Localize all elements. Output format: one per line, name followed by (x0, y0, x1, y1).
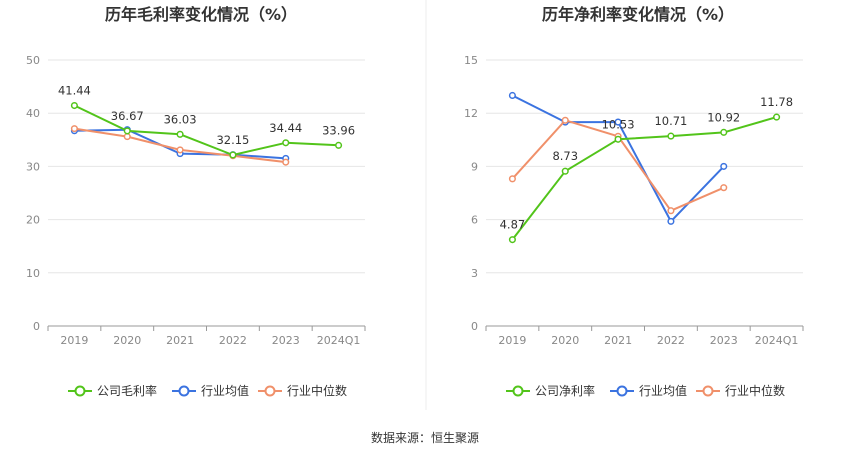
x-tick-label: 2019 (498, 334, 526, 347)
legend-label: 行业均值 (201, 383, 249, 398)
data-label: 10.71 (654, 114, 687, 128)
chart-title: 历年毛利率变化情况（%） (105, 5, 297, 24)
net-margin-chart: 历年净利率变化情况（%） 0 3 6 9 12 15 2019 2020 2021 2022 2023… (464, 5, 804, 398)
data-point (773, 113, 781, 121)
data-point (667, 207, 675, 215)
data-point (70, 125, 78, 133)
data-point (561, 167, 569, 175)
chart-title: 历年净利率变化情况（%） (542, 5, 734, 24)
legend-item[interactable]: 行业均值 (610, 383, 687, 398)
y-tick-label: 15 (464, 54, 478, 67)
data-label: 11.78 (760, 95, 793, 109)
y-tick-label: 12 (464, 107, 478, 120)
data-point (720, 162, 728, 170)
legend-marker-icon (616, 385, 628, 397)
data-point (176, 146, 184, 154)
gross-margin-chart: 历年毛利率变化情况（%） 0 10 20 30 40 50 2019 2020 2021 2022 2… (26, 5, 366, 398)
data-label: 8.73 (552, 149, 578, 163)
legend-item[interactable]: 行业中位数 (696, 383, 785, 398)
data-point (667, 217, 675, 225)
legend-label: 公司毛利率 (97, 383, 157, 398)
x-tick-label: 2022 (219, 334, 247, 347)
y-tick-label: 3 (471, 267, 478, 280)
y-tick-label: 6 (471, 214, 478, 227)
data-label: 36.67 (111, 109, 144, 123)
x-tick-label: 2021 (166, 334, 194, 347)
y-tick-label: 40 (26, 107, 40, 120)
legend-label: 行业中位数 (287, 383, 347, 398)
legend-item[interactable]: 行业均值 (172, 383, 249, 398)
legend-label: 行业均值 (639, 383, 687, 398)
legend-item[interactable]: 公司毛利率 (68, 383, 157, 398)
y-tick-label: 50 (26, 54, 40, 67)
data-point (123, 127, 131, 135)
data-point (614, 118, 622, 126)
y-tick-label: 30 (26, 160, 40, 173)
legend-label: 公司净利率 (535, 383, 595, 398)
legend-item[interactable]: 公司净利率 (506, 383, 595, 398)
y-tick-label: 9 (471, 160, 478, 173)
data-point (508, 236, 516, 244)
series-line-company (73, 104, 339, 156)
data-label: 36.03 (164, 112, 197, 126)
y-tick-label: 20 (26, 214, 40, 227)
x-tick-label: 2024Q1 (317, 334, 361, 347)
x-tick-label: 2022 (657, 334, 685, 347)
data-source: 数据来源：恒生聚源 (371, 430, 479, 445)
legend-label: 行业中位数 (725, 383, 785, 398)
data-point (229, 151, 237, 159)
legend-marker-icon (702, 385, 714, 397)
data-point (176, 130, 184, 138)
x-tick-label: 2020 (551, 334, 579, 347)
legend-marker-icon (74, 385, 86, 397)
data-point (508, 91, 516, 100)
y-tick-label: 0 (471, 320, 478, 333)
x-tick-label: 2020 (113, 334, 141, 347)
x-tick-label: 2024Q1 (755, 334, 799, 347)
x-tick-label: 2019 (60, 334, 88, 347)
data-label: 4.87 (500, 218, 526, 232)
data-label: 41.44 (58, 84, 91, 98)
data-point (335, 141, 343, 149)
data-label: 34.44 (269, 121, 302, 135)
legend-marker-icon (178, 385, 190, 397)
x-tick-label: 2023 (272, 334, 300, 347)
data-point (667, 132, 675, 140)
data-label: 33.96 (322, 123, 355, 137)
data-point (561, 116, 569, 124)
x-tick-label: 2023 (710, 334, 738, 347)
data-point (720, 184, 728, 192)
data-point (282, 139, 290, 147)
data-point (508, 175, 516, 183)
series-line-company (511, 116, 777, 241)
legend-marker-icon (264, 385, 276, 397)
y-tick-label: 0 (33, 320, 40, 333)
data-label: 10.53 (602, 117, 635, 131)
legend-item[interactable]: 行业中位数 (258, 383, 347, 398)
legend-marker-icon (512, 385, 524, 397)
data-point (720, 128, 728, 136)
data-label: 32.15 (216, 133, 249, 147)
data-point (614, 135, 622, 143)
data-point (70, 101, 78, 110)
y-tick-label: 10 (26, 267, 40, 280)
x-tick-label: 2021 (604, 334, 632, 347)
data-point (282, 158, 290, 166)
data-point (123, 133, 131, 141)
data-label: 10.92 (707, 110, 740, 124)
